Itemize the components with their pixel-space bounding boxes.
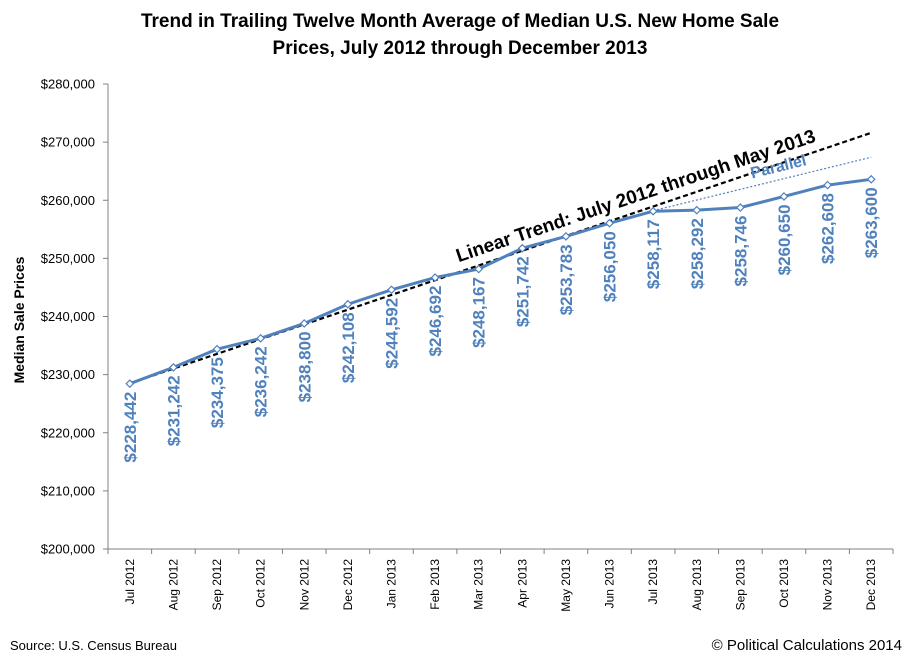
x-tick-label: Oct 2013 <box>777 559 791 608</box>
data-label: $253,783 <box>557 244 576 315</box>
x-tick-label: Jul 2012 <box>123 559 137 605</box>
y-tick-label: $270,000 <box>41 135 95 150</box>
data-label: $234,375 <box>208 357 227 428</box>
chart-title-line-1: Trend in Trailing Twelve Month Average o… <box>140 11 780 32</box>
data-point-marker <box>561 231 571 241</box>
data-point-marker <box>823 180 833 190</box>
x-tick-label: Apr 2013 <box>515 559 529 608</box>
x-tick-label: Sep 2012 <box>210 559 224 611</box>
x-tick-label: Jan 2013 <box>384 559 398 609</box>
x-tick-label: Mar 2013 <box>472 559 486 610</box>
data-label: $238,800 <box>295 331 314 402</box>
y-tick-label: $210,000 <box>41 483 95 498</box>
chart-title: Trend in Trailing Twelve Month Average o… <box>60 8 860 62</box>
y-axis-label: Median Sale Prices <box>11 256 27 383</box>
data-label: $228,442 <box>121 392 140 463</box>
data-point-marker <box>517 243 527 253</box>
linear-trend-label: Linear Trend: July 2012 through May 2013 <box>453 126 818 267</box>
data-point-marker <box>343 299 353 309</box>
data-point-marker <box>866 174 876 184</box>
y-axis-ticks: $200,000 $210,000 $220,000 $230,000 $240,000… <box>41 77 108 557</box>
data-label: $262,608 <box>819 193 838 264</box>
y-tick-label: $240,000 <box>41 309 95 324</box>
data-label: $258,292 <box>688 218 707 289</box>
y-tick-label: $250,000 <box>41 251 95 266</box>
x-tick-label: Jun 2013 <box>603 559 617 609</box>
data-point-marker <box>299 319 309 328</box>
data-label: $236,242 <box>252 346 271 417</box>
x-tick-label: Aug 2012 <box>166 559 180 611</box>
data-label: $263,600 <box>862 187 881 258</box>
data-point-marker <box>648 206 658 216</box>
data-label: $248,167 <box>470 277 489 348</box>
x-tick-label: Sep 2013 <box>733 559 747 611</box>
data-label: $251,742 <box>513 256 532 327</box>
data-point-marker <box>779 192 789 201</box>
data-point-marker <box>256 333 266 343</box>
data-point-marker <box>387 285 396 295</box>
data-point-marker <box>430 273 440 283</box>
x-tick-label: Oct 2012 <box>254 559 268 608</box>
data-label: $258,117 <box>644 219 663 289</box>
data-point-marker <box>125 379 135 389</box>
x-tick-label: Nov 2013 <box>821 559 835 611</box>
x-tick-label: Feb 2013 <box>428 559 442 610</box>
y-tick-label: $280,000 <box>41 77 95 92</box>
data-series <box>125 174 876 389</box>
series-line <box>129 177 872 386</box>
data-labels: $228,442 $231,242 $234,375 $236,242 $238,800… <box>121 187 881 462</box>
data-label: $242,108 <box>339 312 358 383</box>
data-label: $244,592 <box>382 298 401 369</box>
x-tick-label: May 2013 <box>559 559 573 612</box>
y-tick-label: $200,000 <box>41 542 95 557</box>
data-label: $246,692 <box>426 286 445 357</box>
data-point-marker <box>168 362 178 372</box>
data-label: $231,242 <box>164 375 183 446</box>
source-note: Source: U.S. Census Bureau <box>10 638 177 653</box>
x-axis-ticks: Jul 2012 Aug 2012 Sep 2012 Oct 2012 Nov 2012… <box>107 549 894 612</box>
x-tick-label: Nov 2012 <box>297 559 311 611</box>
data-point-marker <box>212 344 222 354</box>
chart-title-line-2: Prices, July 2012 through December 2013 <box>272 38 648 59</box>
copyright-note: © Political Calculations 2014 <box>711 637 902 654</box>
data-label: $260,650 <box>775 204 794 275</box>
data-point-marker <box>735 203 745 212</box>
y-tick-label: $260,000 <box>41 193 95 208</box>
data-point-marker <box>692 205 702 215</box>
x-tick-label: Dec 2012 <box>341 559 355 611</box>
data-point-marker <box>605 218 614 228</box>
y-tick-label: $220,000 <box>41 425 95 440</box>
x-tick-label: Dec 2013 <box>864 559 878 611</box>
parallel-trend-line <box>652 156 872 212</box>
data-label: $256,050 <box>601 231 620 302</box>
data-point-marker <box>474 264 484 274</box>
x-tick-label: Aug 2013 <box>690 559 704 611</box>
x-tick-label: Jul 2013 <box>646 559 660 605</box>
y-tick-label: $230,000 <box>41 367 95 382</box>
data-label: $258,746 <box>731 216 750 287</box>
